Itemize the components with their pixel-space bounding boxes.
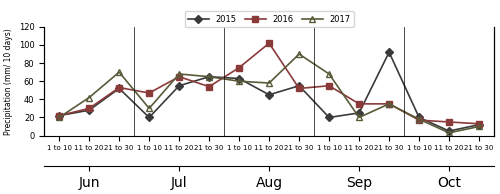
2015: [266, 94, 272, 96]
2015: [56, 114, 62, 117]
2016: [416, 119, 422, 121]
2016: [236, 67, 242, 69]
2017: [116, 71, 122, 73]
2017: [476, 125, 482, 128]
2015: [326, 116, 332, 119]
2016: [116, 86, 122, 89]
Line: 2017: 2017: [56, 51, 482, 136]
Y-axis label: Precipitation (mm/ 10 days): Precipitation (mm/ 10 days): [4, 28, 13, 135]
2016: [356, 103, 362, 105]
2017: [326, 73, 332, 75]
Line: 2015: 2015: [56, 49, 482, 134]
2016: [446, 121, 452, 123]
2015: [416, 116, 422, 119]
2017: [236, 80, 242, 82]
Line: 2016: 2016: [56, 40, 482, 126]
2017: [56, 116, 62, 119]
2016: [266, 42, 272, 44]
2016: [146, 92, 152, 94]
2015: [146, 116, 152, 119]
2015: [176, 85, 182, 87]
2015: [386, 51, 392, 53]
2015: [446, 130, 452, 132]
2017: [356, 116, 362, 119]
2015: [206, 75, 212, 78]
2017: [206, 75, 212, 78]
2016: [326, 85, 332, 87]
2015: [476, 124, 482, 126]
2015: [236, 77, 242, 80]
2015: [86, 109, 92, 111]
2017: [446, 132, 452, 134]
2016: [296, 87, 302, 90]
2017: [146, 107, 152, 110]
2017: [176, 73, 182, 75]
2015: [356, 112, 362, 114]
2017: [296, 53, 302, 55]
2017: [386, 103, 392, 105]
2016: [476, 123, 482, 125]
2016: [386, 103, 392, 105]
2016: [176, 75, 182, 78]
2017: [266, 82, 272, 84]
2015: [116, 87, 122, 90]
2016: [56, 114, 62, 117]
2016: [206, 86, 212, 88]
2016: [86, 107, 92, 110]
2015: [296, 85, 302, 87]
2017: [86, 96, 92, 99]
2017: [416, 118, 422, 120]
Legend: 2015, 2016, 2017: 2015, 2016, 2017: [184, 11, 354, 27]
